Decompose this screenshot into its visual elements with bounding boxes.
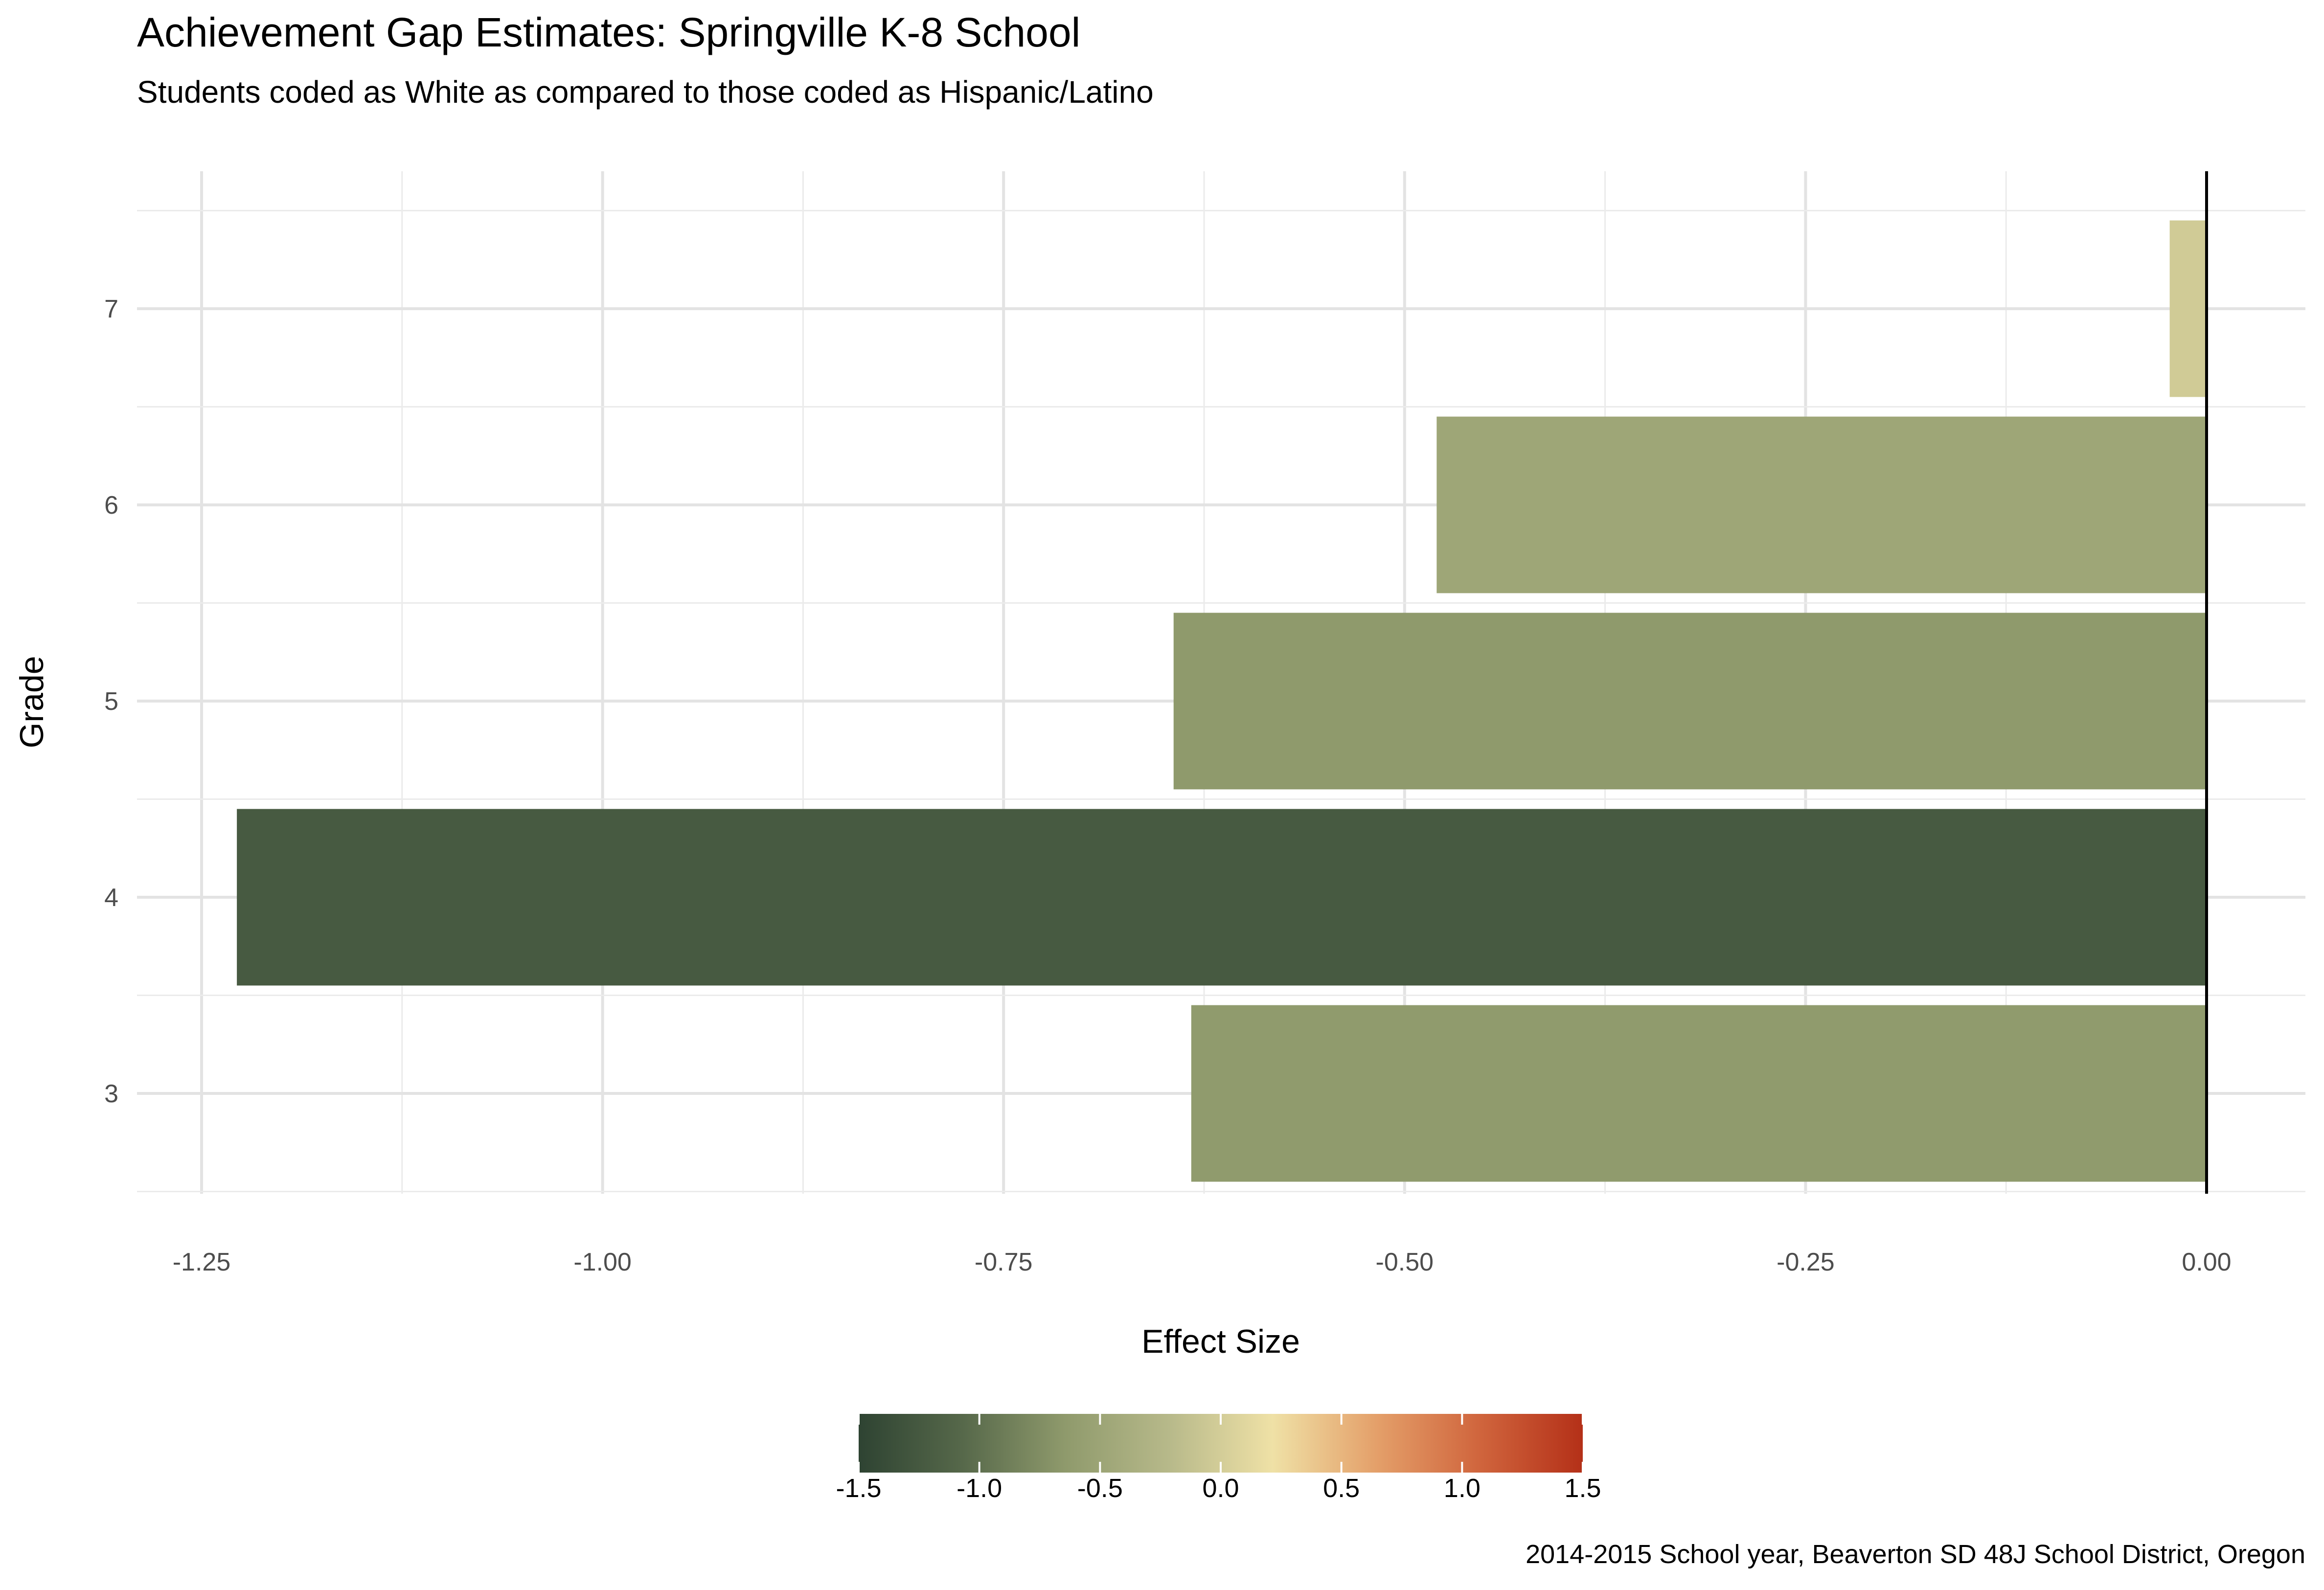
y-tick-label: 7 (104, 295, 118, 323)
legend-label: 1.0 (1444, 1474, 1481, 1503)
legend-label: -1.0 (957, 1474, 1002, 1503)
bar-grade-6 (1436, 416, 2207, 593)
y-tick-label: 3 (104, 1080, 118, 1108)
y-tick-label: 6 (104, 491, 118, 520)
legend-label: 0.5 (1323, 1474, 1360, 1503)
chart-title: Achievement Gap Estimates: Springville K… (137, 9, 1080, 55)
bar-grade-7 (2169, 220, 2207, 397)
legend-label: -0.5 (1077, 1474, 1123, 1503)
bars (237, 220, 2207, 1182)
x-tick-label: -0.75 (975, 1248, 1033, 1276)
color-legend: -1.5 -1.0 -0.5 0.0 0.5 1.0 1.5 (836, 1414, 1601, 1503)
y-axis-title: Grade (13, 656, 50, 749)
x-tick-label: 0.00 (2182, 1248, 2231, 1276)
bar-grade-3 (1191, 1005, 2207, 1182)
x-tick-label: -0.25 (1777, 1248, 1835, 1276)
legend-label: 0.0 (1202, 1474, 1239, 1503)
legend-label: 1.5 (1564, 1474, 1601, 1503)
bar-grade-4 (237, 809, 2207, 986)
x-axis-title: Effect Size (1141, 1323, 1300, 1360)
chart-caption: 2014-2015 School year, Beaverton SD 48J … (1526, 1540, 2305, 1569)
y-axis-ticks: 3 4 5 6 7 (104, 295, 118, 1108)
x-tick-label: -1.25 (173, 1248, 231, 1276)
x-tick-label: -1.00 (573, 1248, 632, 1276)
chart-subtitle: Students coded as White as compared to t… (137, 74, 1154, 110)
y-tick-label: 4 (104, 884, 118, 912)
legend-label: -1.5 (836, 1474, 881, 1503)
x-tick-label: -0.50 (1376, 1248, 1434, 1276)
bar-grade-5 (1173, 613, 2207, 790)
x-axis-ticks: -1.25 -1.00 -0.75 -0.50 -0.25 0.00 (173, 1248, 2232, 1276)
y-tick-label: 5 (104, 687, 118, 716)
